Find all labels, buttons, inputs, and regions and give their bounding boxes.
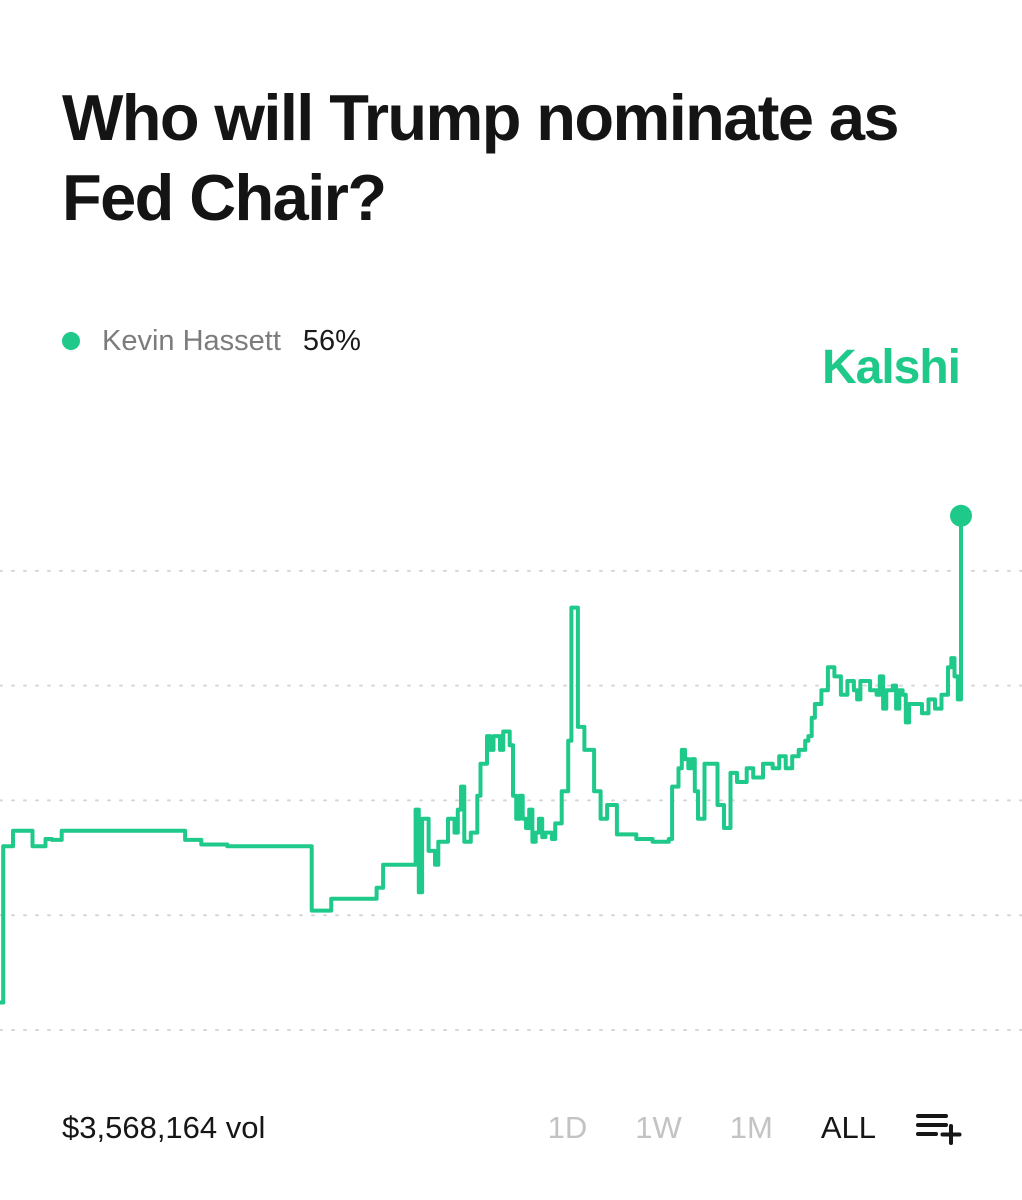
- chart-footer: $3,568,164 vol 1D 1W 1M ALL: [0, 1104, 1022, 1152]
- time-range-selector: 1D 1W 1M ALL: [500, 1104, 962, 1152]
- page-title: Who will Trump nominate as Fed Chair?: [62, 81, 900, 234]
- brand-logo: Kalshi: [821, 341, 961, 394]
- range-button-1w[interactable]: 1W: [635, 1110, 682, 1145]
- chart-gridlines: [0, 569, 1022, 1031]
- legend-series-value: 56%: [302, 324, 361, 357]
- range-button-1m[interactable]: 1M: [729, 1110, 773, 1145]
- price-history-chart[interactable]: [0, 440, 1022, 1060]
- chart-legend: Kevin Hassett 56%: [62, 321, 361, 361]
- range-button-all[interactable]: ALL: [820, 1110, 876, 1145]
- legend-series-name: Kevin Hassett: [102, 324, 281, 357]
- volume-label: $3,568,164 vol: [62, 1110, 266, 1145]
- series-endpoint-dot: [950, 504, 972, 527]
- range-button-1d[interactable]: 1D: [547, 1110, 588, 1145]
- add-to-list-icon[interactable]: [916, 1111, 962, 1145]
- series-dot-icon: [62, 332, 80, 350]
- series-line-kevin-hassett: [0, 513, 963, 1005]
